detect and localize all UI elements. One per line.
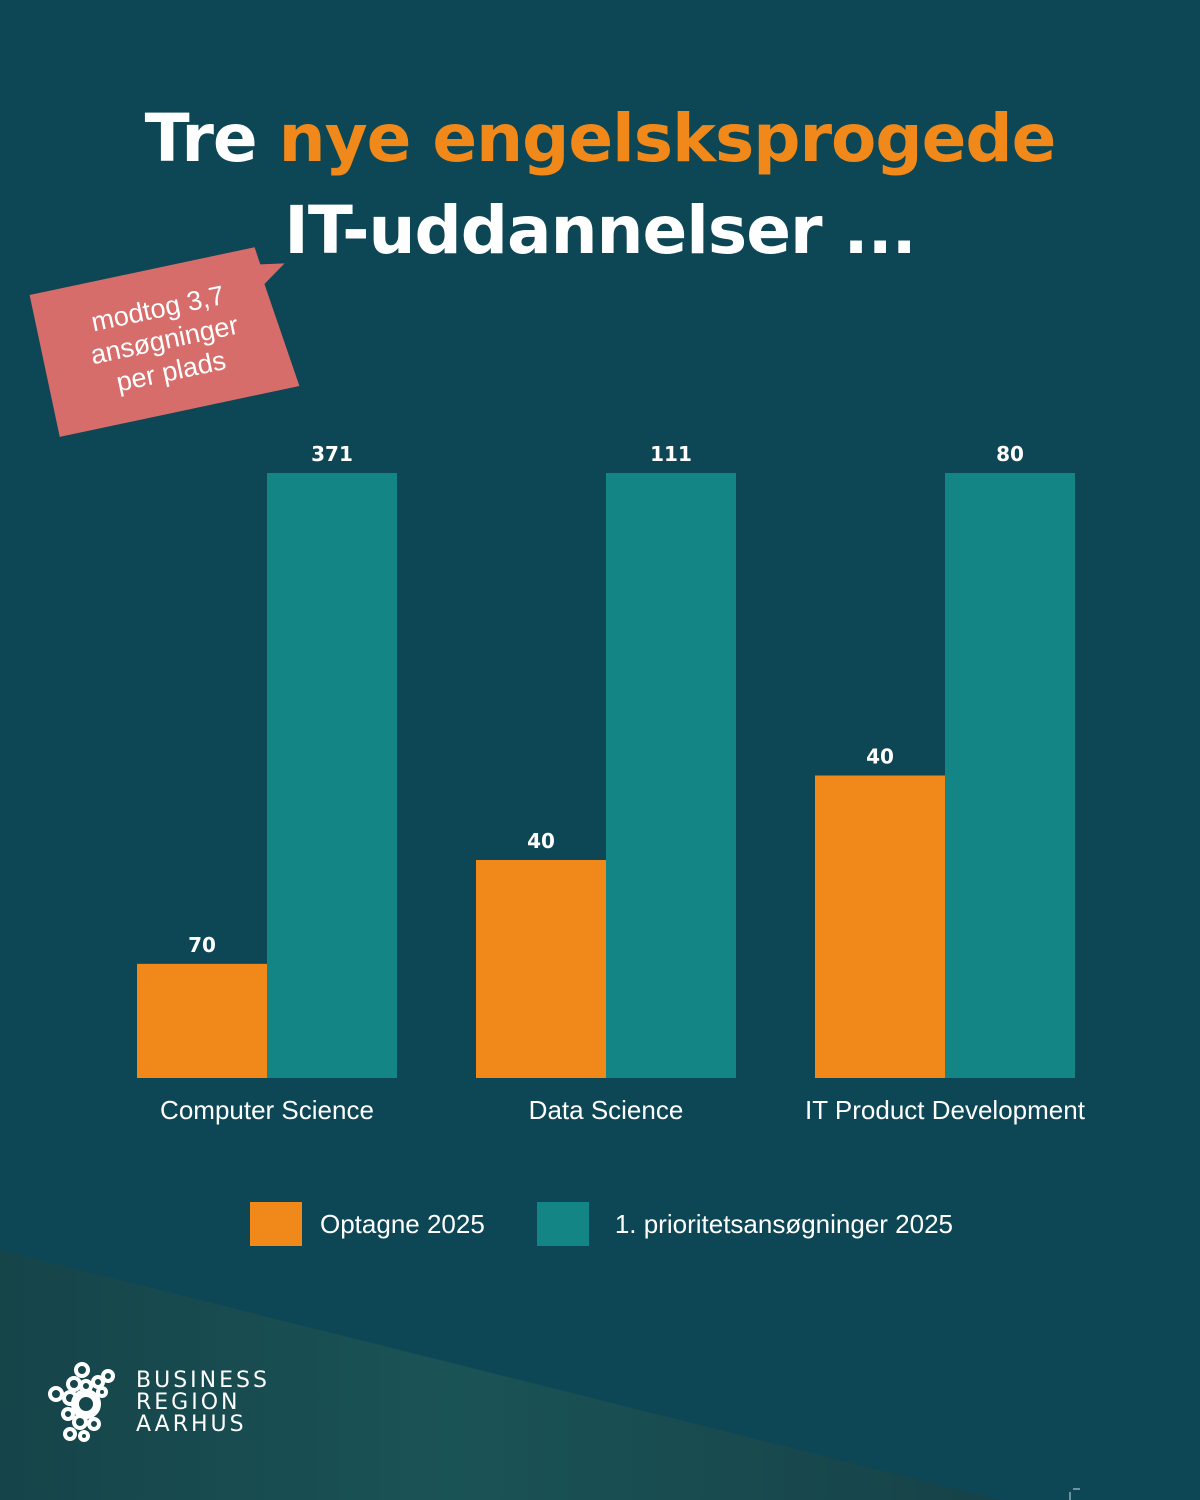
logo-circles-icon (48, 1362, 115, 1442)
corner-mark (1073, 1488, 1080, 1490)
corner-mark (1069, 1492, 1071, 1500)
category-label: Computer Science (160, 1095, 374, 1125)
legend-swatch-teal (536, 1202, 589, 1246)
callout-annotation: modtog 3,7 ansøgninger per plads (29, 244, 300, 437)
logo-line: REGION (136, 1390, 241, 1415)
bar-value-label: 40 (527, 829, 555, 853)
logo-line: BUSINESS (136, 1368, 270, 1393)
legend-label: 1. prioritetsansøgninger 2025 (614, 1208, 954, 1239)
bar-1-prioritetsans-gninger-2025 (606, 473, 736, 1078)
title-prefix: Tre (144, 100, 279, 177)
bar-value-label: 371 (311, 442, 353, 466)
legend: Optagne 2025 1. prioritetsansøgninger 20… (250, 1202, 1005, 1246)
bar-optagne-2025 (815, 775, 945, 1078)
legend-label: Optagne 2025 (320, 1208, 485, 1239)
legend-item-optagne: Optagne 2025 (250, 1202, 485, 1246)
bar-value-label: 80 (996, 442, 1024, 466)
category-label: IT Product Development (805, 1095, 1086, 1125)
business-region-aarhus-logo: BUSINESS REGION AARHUS (46, 1362, 270, 1444)
bar-1-prioritetsans-gninger-2025 (267, 473, 397, 1078)
title-accent: nye engelsksprogede (278, 100, 1057, 177)
bar-1-prioritetsans-gninger-2025 (945, 473, 1075, 1078)
bar-value-label: 111 (650, 442, 692, 466)
title-line-2: IT-uddannelser ... (284, 192, 916, 269)
callout-shape (29, 247, 300, 437)
bar-optagne-2025 (476, 859, 606, 1078)
bar-value-label: 40 (866, 745, 894, 769)
logo-text: BUSINESS REGION AARHUS (136, 1370, 270, 1436)
bar-optagne-2025 (137, 963, 267, 1078)
logo-line: AARHUS (136, 1412, 247, 1437)
title-line-1: Tre nye engelsksprogede (0, 100, 1200, 177)
legend-item-prioritet: 1. prioritetsansøgninger 2025 (536, 1202, 954, 1246)
category-label: Data Science (529, 1095, 684, 1125)
bar-value-label: 70 (188, 933, 216, 957)
legend-swatch-orange (250, 1202, 302, 1246)
